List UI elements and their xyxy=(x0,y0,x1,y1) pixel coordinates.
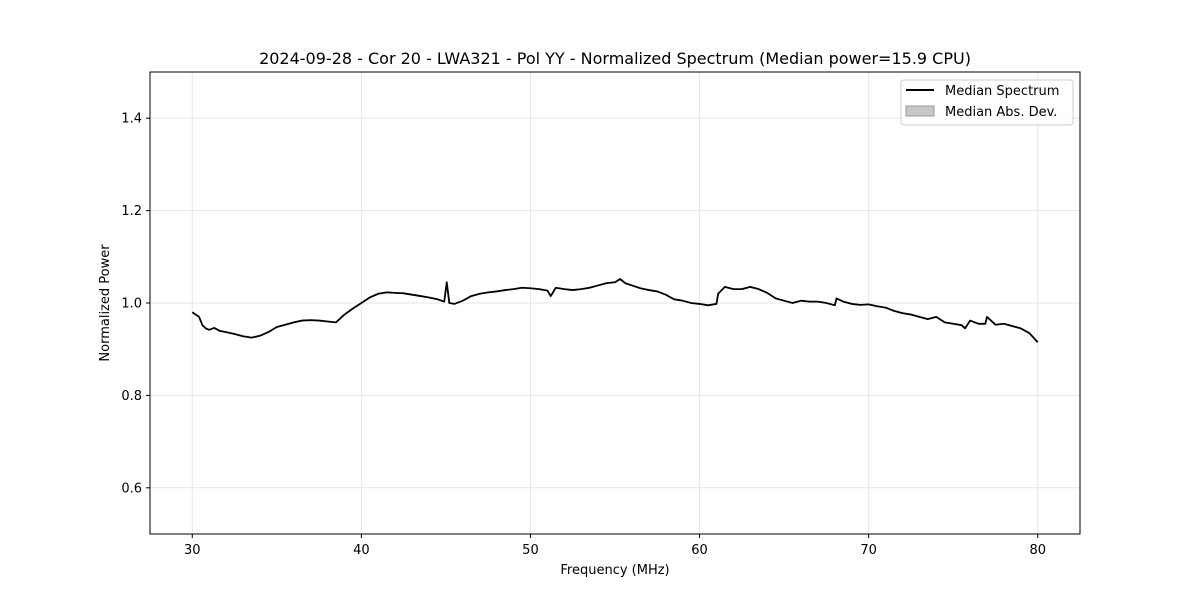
x-tick-label: 40 xyxy=(353,543,370,558)
y-tick-label: 1.2 xyxy=(121,204,142,219)
legend: Median Spectrum Median Abs. Dev. xyxy=(900,79,1074,126)
series-layer xyxy=(191,278,1039,343)
y-tick-label: 1.4 xyxy=(121,112,142,127)
grid xyxy=(150,72,1080,534)
legend-label-median-spectrum: Median Spectrum xyxy=(945,84,1059,99)
y-tick-label: 0.8 xyxy=(121,389,142,404)
x-tick-label: 80 xyxy=(1029,543,1046,558)
x-tick-label: 50 xyxy=(522,543,539,558)
y-axis: 0.6 0.8 1.0 1.2 1.4 xyxy=(121,112,150,496)
y-axis-label: Normalized Power xyxy=(98,244,113,362)
y-tick-label: 0.6 xyxy=(121,481,142,496)
legend-label-median-abs-dev: Median Abs. Dev. xyxy=(945,105,1057,120)
x-tick-label: 60 xyxy=(691,543,708,558)
y-tick-label: 1.0 xyxy=(121,297,142,312)
series-line-median-spectrum xyxy=(191,278,1039,343)
legend-patch-swatch xyxy=(905,105,935,117)
legend-box xyxy=(900,79,1074,126)
chart-title: 2024-09-28 - Cor 20 - LWA321 - Pol YY - … xyxy=(259,49,971,68)
x-axis-label: Frequency (MHz) xyxy=(560,563,669,578)
x-tick-label: 30 xyxy=(184,543,201,558)
x-tick-label: 70 xyxy=(860,543,877,558)
x-axis: 30 40 50 60 70 80 xyxy=(184,534,1046,558)
